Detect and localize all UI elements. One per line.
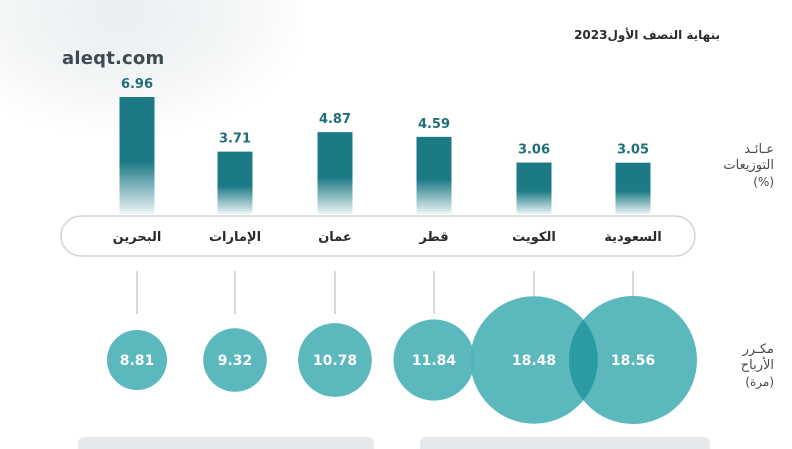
bubbles-layer: 8.81 9.32 10.78 11.84 18.48 18.56 <box>107 296 697 424</box>
dividend-yield-value-label: 3.06 <box>518 143 550 158</box>
country-pill-frame <box>60 215 696 257</box>
country-labels-layer: البحرين الإمارات عمان قطر الكويت السعودية <box>113 230 662 245</box>
pe-ratio-bubble <box>203 328 267 392</box>
dividend-yield-axis-label: عـائـد التوزيعات (%) <box>723 142 774 190</box>
dividend-yield-bar <box>615 162 651 214</box>
connectors-layer <box>136 271 634 314</box>
pe-ratio-bubble <box>569 296 697 424</box>
dividend-yield-bar <box>217 151 253 214</box>
country-label: قطر <box>418 230 448 245</box>
pe-ratio-value-label: 9.32 <box>218 353 253 369</box>
dividend-yield-label-line2: التوزيعات <box>723 158 774 173</box>
brand-logo[interactable]: aleqt.com <box>62 48 165 69</box>
pe-ratio-label-line2: الأرباح <box>740 358 774 373</box>
pe-ratio-value-label: 18.48 <box>512 353 556 369</box>
pe-ratio-bubble <box>298 323 372 397</box>
pe-ratio-label-line1: مكـرر <box>742 342 774 357</box>
pe-ratio-unit: (مرة) <box>745 375 774 389</box>
dividend-yield-value-label: 3.71 <box>219 132 251 147</box>
dividend-yield-bar <box>119 97 155 214</box>
dividend-yield-value-label: 6.96 <box>121 77 153 92</box>
country-label: الإمارات <box>209 230 261 245</box>
country-label: السعودية <box>604 230 662 245</box>
dividend-yield-value-label: 4.87 <box>319 112 351 127</box>
country-label: البحرين <box>113 230 162 245</box>
pe-ratio-value-label: 10.78 <box>313 353 357 369</box>
country-label: عمان <box>318 230 352 245</box>
pe-ratio-value-label: 11.84 <box>412 353 457 369</box>
dividend-yield-bar <box>516 162 552 214</box>
pe-ratio-value-label: 8.81 <box>120 353 155 369</box>
pe-ratio-bubble <box>107 330 167 390</box>
country-label: الكويت <box>512 230 556 245</box>
dividend-yield-bar <box>416 136 452 214</box>
dividend-yield-value-label: 3.05 <box>617 143 649 158</box>
dividend-yield-bar <box>317 132 353 214</box>
bottom-panel-right <box>420 437 710 449</box>
bubble-overlap <box>569 319 598 401</box>
dividend-yield-unit: (%) <box>753 175 774 189</box>
bars-layer: 6.96 3.71 4.87 4.59 3.06 3.05 <box>119 77 651 214</box>
pe-ratio-value-label: 18.56 <box>611 353 655 369</box>
bottom-panel-left <box>78 437 374 449</box>
dividend-yield-value-label: 4.59 <box>418 117 450 132</box>
period-label: بنهاية النصف الأول2023 <box>574 28 720 42</box>
pe-ratio-bubble <box>393 319 475 401</box>
dividend-yield-label-line1: عـائـد <box>744 142 774 157</box>
pe-ratio-bubble <box>470 296 598 424</box>
pe-ratio-axis-label: مكـرر الأرباح (مرة) <box>741 342 774 390</box>
